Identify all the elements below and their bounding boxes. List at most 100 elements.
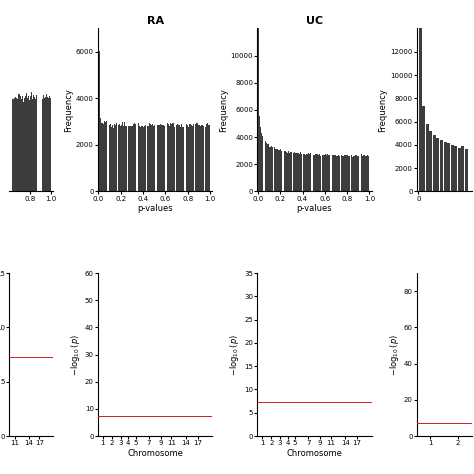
Point [15, 432, 22, 440]
Point [255, 431, 262, 438]
Point [201, 429, 209, 437]
Point [206, 431, 213, 439]
Point [176, 432, 184, 439]
Point [363, 430, 370, 438]
Point [422, 432, 430, 440]
Point [292, 428, 300, 436]
Point [255, 430, 262, 438]
Point [435, 429, 442, 437]
Point [362, 431, 369, 439]
Point [356, 430, 363, 438]
Point [305, 428, 312, 436]
Point [109, 432, 116, 440]
Point [160, 432, 167, 439]
Point [313, 430, 320, 438]
Point [24, 418, 32, 426]
Point [273, 399, 281, 406]
Point [134, 431, 141, 439]
Point [155, 432, 163, 440]
Point [95, 428, 103, 435]
Point [124, 410, 131, 418]
Bar [302, 154, 303, 191]
Point [47, 401, 55, 408]
Point [129, 431, 137, 439]
Point [115, 431, 122, 439]
Point [161, 428, 169, 436]
Point [13, 429, 20, 437]
Point [204, 432, 212, 439]
Point [430, 432, 438, 440]
Point [414, 429, 422, 437]
Point [43, 416, 51, 424]
Point [264, 428, 272, 435]
Point [192, 429, 200, 437]
Point [343, 426, 351, 434]
Point [302, 431, 310, 439]
Point [445, 432, 453, 440]
Point [313, 432, 320, 440]
Point [260, 432, 267, 440]
Point [167, 431, 174, 438]
Point [182, 429, 190, 437]
Point [306, 429, 314, 437]
Point [338, 429, 346, 437]
Point [365, 431, 373, 438]
Point [187, 430, 195, 438]
Point [297, 432, 304, 440]
Point [176, 432, 184, 439]
Point [318, 432, 325, 440]
Point [137, 432, 145, 440]
Point [285, 431, 292, 439]
Point [325, 428, 333, 435]
Point [153, 431, 160, 439]
Point [427, 432, 434, 440]
Point [201, 426, 208, 434]
Bar [321, 155, 322, 191]
Point [285, 427, 293, 434]
Point [284, 425, 292, 433]
Point [355, 428, 363, 435]
Point [20, 428, 28, 436]
Point [344, 426, 351, 433]
Point [140, 425, 147, 432]
Point [157, 425, 165, 433]
Point [364, 427, 372, 434]
Point [435, 430, 442, 438]
Point [334, 428, 341, 436]
Point [274, 430, 282, 438]
Point [438, 431, 446, 438]
Point [181, 432, 188, 440]
Point [35, 430, 42, 438]
Point [361, 431, 368, 438]
Point [271, 431, 278, 439]
Point [21, 397, 28, 405]
Point [296, 431, 303, 439]
Point [290, 425, 298, 433]
Point [308, 426, 315, 434]
Point [289, 426, 297, 434]
Point [173, 429, 181, 437]
Point [441, 430, 448, 438]
Point [324, 432, 332, 439]
Point [294, 430, 302, 438]
Point [120, 432, 128, 440]
Point [20, 410, 28, 418]
Point [266, 431, 274, 439]
Point [336, 429, 344, 437]
Point [41, 422, 48, 429]
Point [364, 431, 372, 439]
Point [356, 431, 364, 439]
Point [277, 431, 284, 439]
Point [298, 395, 305, 403]
Point [198, 430, 206, 438]
Point [456, 429, 464, 437]
Point [304, 431, 312, 438]
Point [8, 427, 16, 434]
Point [153, 430, 160, 438]
Point [260, 430, 267, 438]
Point [8, 414, 16, 421]
Point [188, 431, 196, 438]
Point [109, 429, 117, 437]
Point [187, 429, 194, 437]
Point [132, 406, 139, 413]
